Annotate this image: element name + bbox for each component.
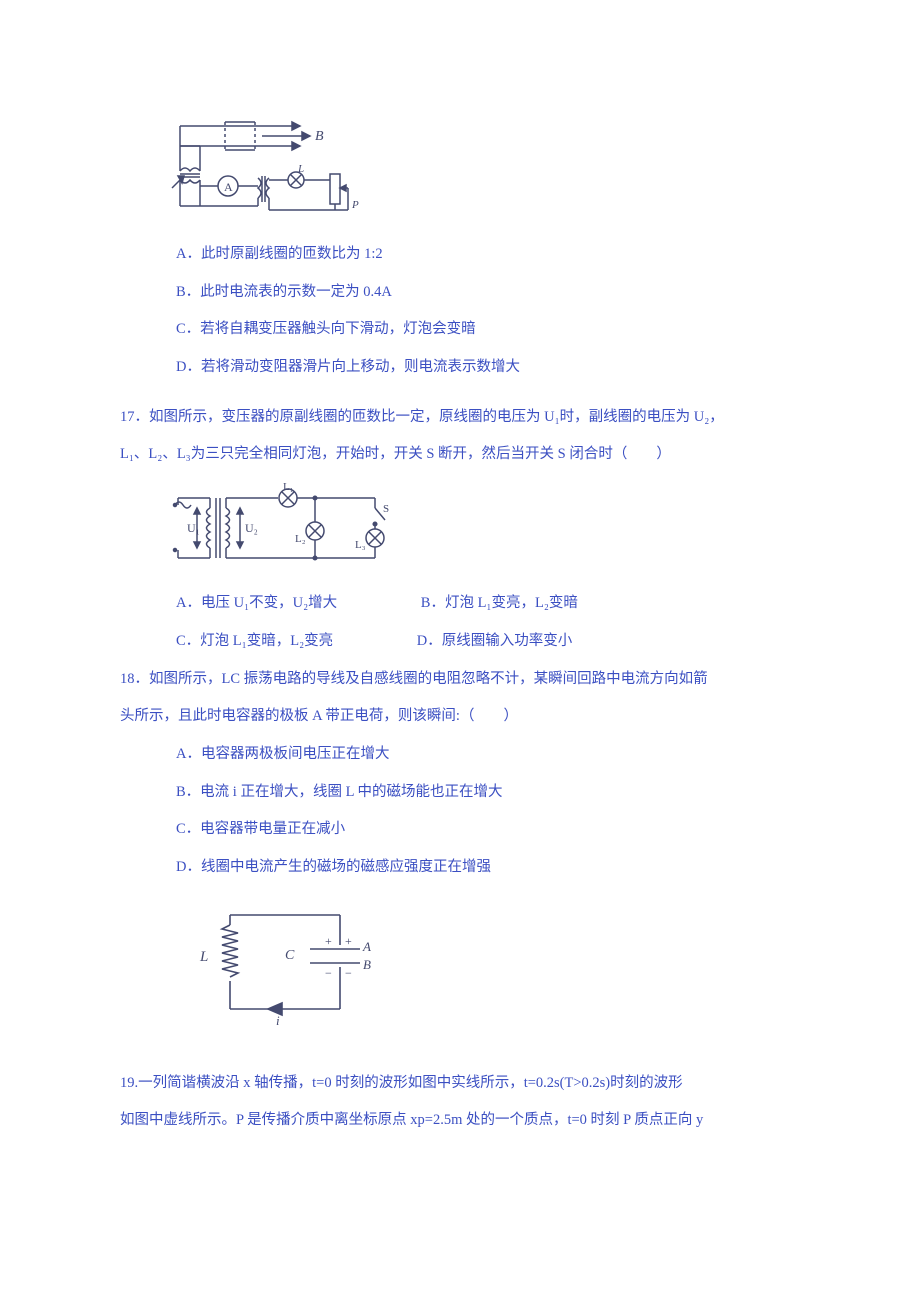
q19-stem-line1: 19.一列简谐横波沿 x 轴传播，t=0 时刻的波形如图中实线所示，t=0.2s… xyxy=(120,1065,800,1103)
svg-text:L₂: L₂ xyxy=(295,533,306,545)
q18-option-B: B．电流 i 正在增大，线圈 L 中的磁场能也正在增大 xyxy=(120,774,800,812)
q17-option-C: C．灯泡 L₁变暗，L₂变亮 xyxy=(176,633,333,649)
svg-text:U₁: U₁ xyxy=(187,521,200,535)
q17-option-D: D．原线圈输入功率变小 xyxy=(417,623,572,661)
q17-stem-line2: L₁、L₂、L₃为三只完全相同灯泡，开始时，开关 S 断开，然后当开关 S 闭合… xyxy=(120,436,800,474)
svg-text:−: − xyxy=(325,966,332,980)
svg-text:L: L xyxy=(199,949,208,965)
q18-option-A: A．电容器两极板间电压正在增大 xyxy=(120,736,800,774)
svg-text:A: A xyxy=(362,939,371,954)
q16-option-A: A．此时原副线圈的匝数比为 1:2 xyxy=(120,236,800,274)
svg-text:+: + xyxy=(325,934,332,948)
q18-figure: L + + − − A B C i xyxy=(190,901,800,1031)
q19-stem-line2: 如图中虚线所示。P 是传播介质中离坐标原点 xp=2.5m 处的一个质点，t=0… xyxy=(120,1102,800,1140)
svg-text:A: A xyxy=(224,180,233,194)
q16-option-B: B．此时电流表的示数一定为 0.4A xyxy=(120,274,800,312)
q18-option-C: C．电容器带电量正在减小 xyxy=(120,811,800,849)
svg-text:P: P xyxy=(351,199,359,211)
svg-text:C: C xyxy=(285,948,295,963)
svg-text:S: S xyxy=(383,503,389,515)
q16-option-D: D．若将滑动变阻器滑片向上移动，则电流表示数增大 xyxy=(120,349,800,387)
q18-option-D: D．线圈中电流产生的磁场的磁感应强度正在增强 xyxy=(120,849,800,887)
svg-text:B: B xyxy=(315,129,324,144)
q17-figure: U₁ U₂ L₁ L₂ xyxy=(170,480,800,575)
svg-text:B: B xyxy=(363,957,371,972)
q18-stem-line2: 头所示，且此时电容器的极板 A 带正电荷，则该瞬间:（ ） xyxy=(120,698,800,736)
svg-text:i: i xyxy=(276,1013,280,1028)
svg-text:L₁: L₁ xyxy=(283,481,294,493)
svg-text:U₂: U₂ xyxy=(245,521,258,535)
svg-text:−: − xyxy=(345,966,352,980)
svg-text:L: L xyxy=(297,163,304,175)
svg-text:+: + xyxy=(345,934,352,948)
q17-option-A: A．电压 U₁不变，U₂增大 xyxy=(176,595,337,611)
q16-option-C: C．若将自耦变压器触头向下滑动，灯泡会变暗 xyxy=(120,311,800,349)
q16-figure: B A xyxy=(170,116,800,226)
svg-text:L₃: L₃ xyxy=(355,539,366,551)
q17-stem-line1: 17．如图所示，变压器的原副线圈的匝数比一定，原线圈的电压为 U₁时，副线圈的电… xyxy=(120,399,800,437)
q18-stem-line1: 18．如图所示，LC 振荡电路的导线及自感线圈的电阻忽略不计，某瞬间回路中电流方… xyxy=(120,661,800,699)
q17-option-B: B．灯泡 L₁变亮，L₂变暗 xyxy=(421,585,578,623)
